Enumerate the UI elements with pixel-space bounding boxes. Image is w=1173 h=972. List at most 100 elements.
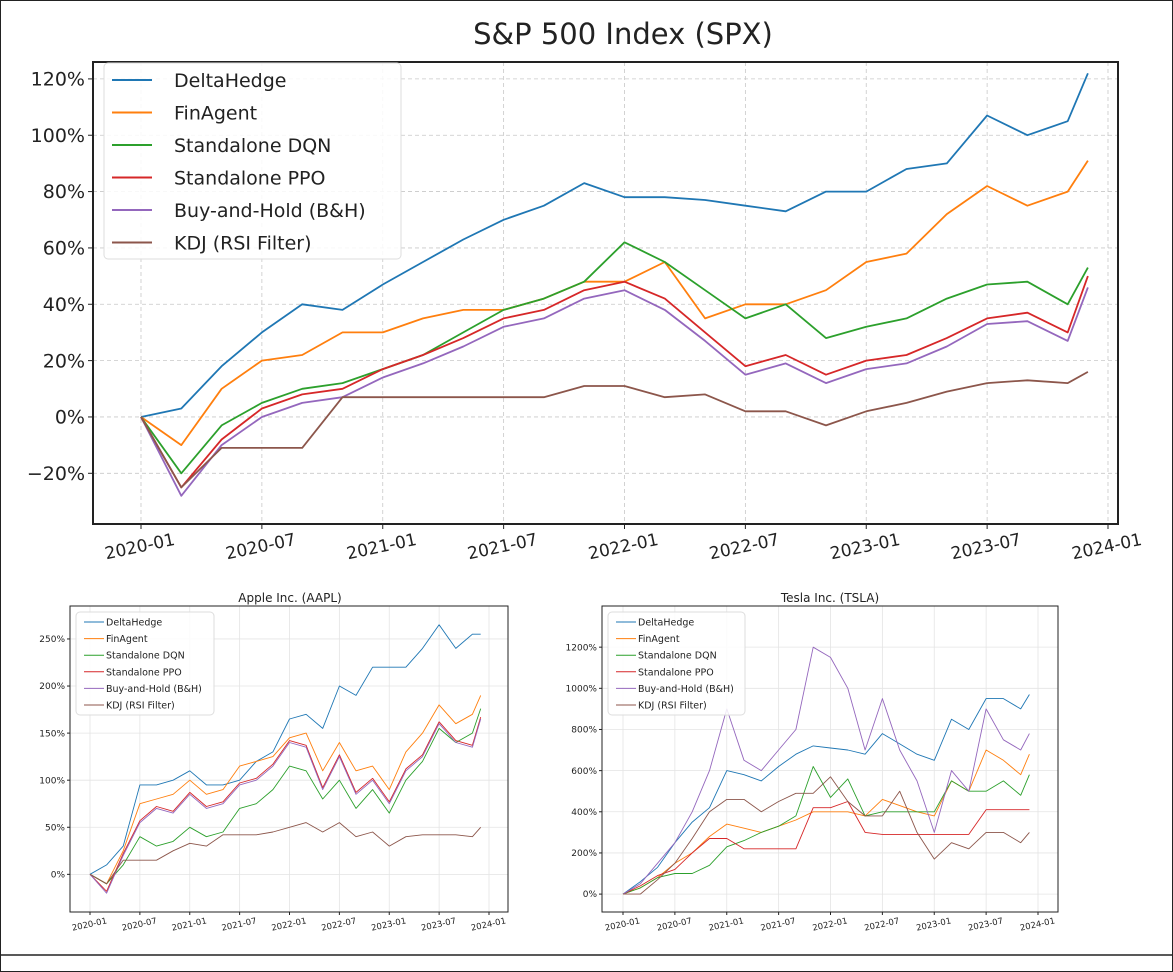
x-tick-label: 2021-07: [760, 916, 797, 933]
x-tick-label: 2021-01: [171, 916, 208, 933]
y-tick-label: 40%: [43, 294, 85, 316]
legend-label: Standalone PPO: [174, 168, 325, 190]
series-line-kdj-rsi-filter-: [89, 822, 482, 885]
legend-label: Standalone PPO: [638, 667, 714, 678]
y-tick-label: 0%: [51, 870, 66, 880]
legend-label: Standalone DQN: [638, 651, 717, 662]
legend-label: DeltaHedge: [106, 618, 162, 629]
legend-item: KDJ (RSI Filter): [112, 233, 312, 255]
x-tick-label: 2023-07: [967, 916, 1004, 933]
legend: DeltaHedge FinAgent Standalone DQN Standalo…: [103, 62, 402, 260]
legend-label: KDJ (RSI Filter): [638, 701, 707, 712]
legend-label: KDJ (RSI Filter): [106, 701, 175, 712]
series-line-deltahedge: [89, 624, 481, 875]
legend-label: Buy-and-Hold (B&H): [174, 200, 366, 222]
chart-0: 2020-01 2020-07 2021-01 2021-07 2022-01 2022-…: [27, 17, 1144, 564]
y-tick-label: 250%: [39, 635, 65, 645]
legend-item: KDJ (RSI Filter): [616, 701, 707, 712]
y-tick-label: 800%: [571, 726, 597, 736]
legend-item: Standalone DQN: [84, 651, 185, 662]
legend-item: DeltaHedge: [84, 618, 162, 629]
series-line-standalone-dqn: [622, 766, 1030, 895]
series-line-standalone-ppo: [89, 716, 482, 892]
legend-item: Standalone DQN: [616, 651, 717, 662]
x-tick-label: 2022-07: [864, 916, 901, 933]
legend-label: FinAgent: [174, 103, 257, 125]
x-tick-label: 2022-01: [812, 916, 849, 933]
legend-item: FinAgent: [84, 634, 148, 645]
legend-label: Buy-and-Hold (B&H): [638, 684, 734, 695]
legend-label: Standalone DQN: [106, 651, 185, 662]
y-tick-label: 120%: [31, 69, 85, 91]
legend-label: KDJ (RSI Filter): [174, 233, 312, 255]
legend-label: Standalone PPO: [106, 667, 182, 678]
legend-item: DeltaHedge: [112, 70, 286, 92]
y-tick-label: 0%: [55, 407, 85, 429]
legend-label: FinAgent: [106, 634, 148, 645]
chart-title: S&P 500 Index (SPX): [473, 17, 773, 51]
legend-item: Buy-and-Hold (B&H): [84, 684, 202, 695]
plot-area-border: [601, 605, 1059, 913]
x-tick-label: 2022-01: [271, 916, 308, 933]
x-tick-label: 2021-01: [708, 916, 745, 933]
x-tick-label: 2020-01: [71, 916, 108, 933]
x-tick-label: 2021-01: [345, 530, 419, 564]
y-tick-label: 80%: [43, 181, 85, 203]
legend-item: Standalone PPO: [84, 667, 182, 678]
series-line-finagent: [622, 749, 1030, 895]
legend-label: Standalone DQN: [174, 135, 331, 157]
y-tick-label: 60%: [43, 238, 85, 260]
legend-item: FinAgent: [616, 634, 680, 645]
x-tick-label: 2020-07: [224, 530, 298, 564]
plot-area-border: [69, 605, 509, 913]
y-tick-label: 100%: [39, 776, 65, 786]
x-tick-label: 2024-01: [1019, 916, 1056, 933]
y-tick-label: 50%: [45, 823, 65, 833]
y-tick-label: 0%: [583, 890, 598, 900]
chart-1: 2020-01 2020-07 2021-01 2021-07 2022-01 2022-…: [39, 591, 509, 934]
x-tick-label: 2022-07: [708, 530, 782, 564]
y-tick-label: 600%: [571, 767, 597, 777]
y-tick-label: 1000%: [566, 684, 598, 694]
x-tick-label: 2020-01: [604, 916, 641, 933]
x-tick-label: 2024-01: [470, 916, 507, 933]
series-line-kdj-rsi-filter-: [140, 371, 1089, 489]
y-tick-label: −20%: [27, 463, 85, 485]
x-tick-label: 2020-07: [121, 916, 158, 933]
legend-label: FinAgent: [638, 634, 680, 645]
series-line-kdj-rsi-filter-: [623, 776, 1030, 895]
x-tick-label: 2021-07: [466, 530, 540, 564]
x-tick-label: 2021-07: [221, 916, 258, 933]
y-tick-label: 1200%: [566, 643, 598, 653]
y-tick-label: 150%: [39, 729, 65, 739]
x-tick-label: 2023-07: [420, 916, 457, 933]
legend: DeltaHedge FinAgent Standalone DQN Standalo…: [75, 611, 215, 716]
series-line-deltahedge: [622, 694, 1030, 895]
legend-item: KDJ (RSI Filter): [84, 701, 175, 712]
x-tick-label: 2023-01: [370, 916, 407, 933]
chart-title: Tesla Inc. (TSLA): [780, 591, 879, 605]
y-tick-label: 200%: [39, 682, 65, 692]
legend-item: FinAgent: [112, 103, 257, 125]
series-line-deltahedge: [140, 72, 1089, 418]
series-line-buy-and-hold-b-h-: [622, 646, 1030, 895]
x-tick-label: 2022-01: [587, 530, 661, 564]
y-tick-label: 400%: [571, 808, 597, 818]
series-line-buy-and-hold-b-h-: [89, 718, 482, 894]
legend-item: Standalone PPO: [616, 667, 714, 678]
series-line-finagent: [89, 695, 482, 885]
x-tick-label: 2023-07: [949, 530, 1023, 564]
chart-title: Apple Inc. (AAPL): [238, 591, 341, 605]
x-tick-label: 2020-01: [103, 530, 177, 564]
series-line-buy-and-hold-b-h-: [140, 287, 1089, 497]
y-tick-label: 200%: [571, 849, 597, 859]
series-line-standalone-dqn: [140, 241, 1089, 475]
legend-box: [75, 611, 215, 716]
legend-label: DeltaHedge: [638, 618, 694, 629]
legend-label: Buy-and-Hold (B&H): [106, 684, 202, 695]
series-line-standalone-ppo: [622, 801, 1030, 895]
legend-item: DeltaHedge: [616, 618, 694, 629]
y-tick-label: 20%: [43, 350, 85, 372]
series-line-standalone-dqn: [89, 708, 482, 885]
